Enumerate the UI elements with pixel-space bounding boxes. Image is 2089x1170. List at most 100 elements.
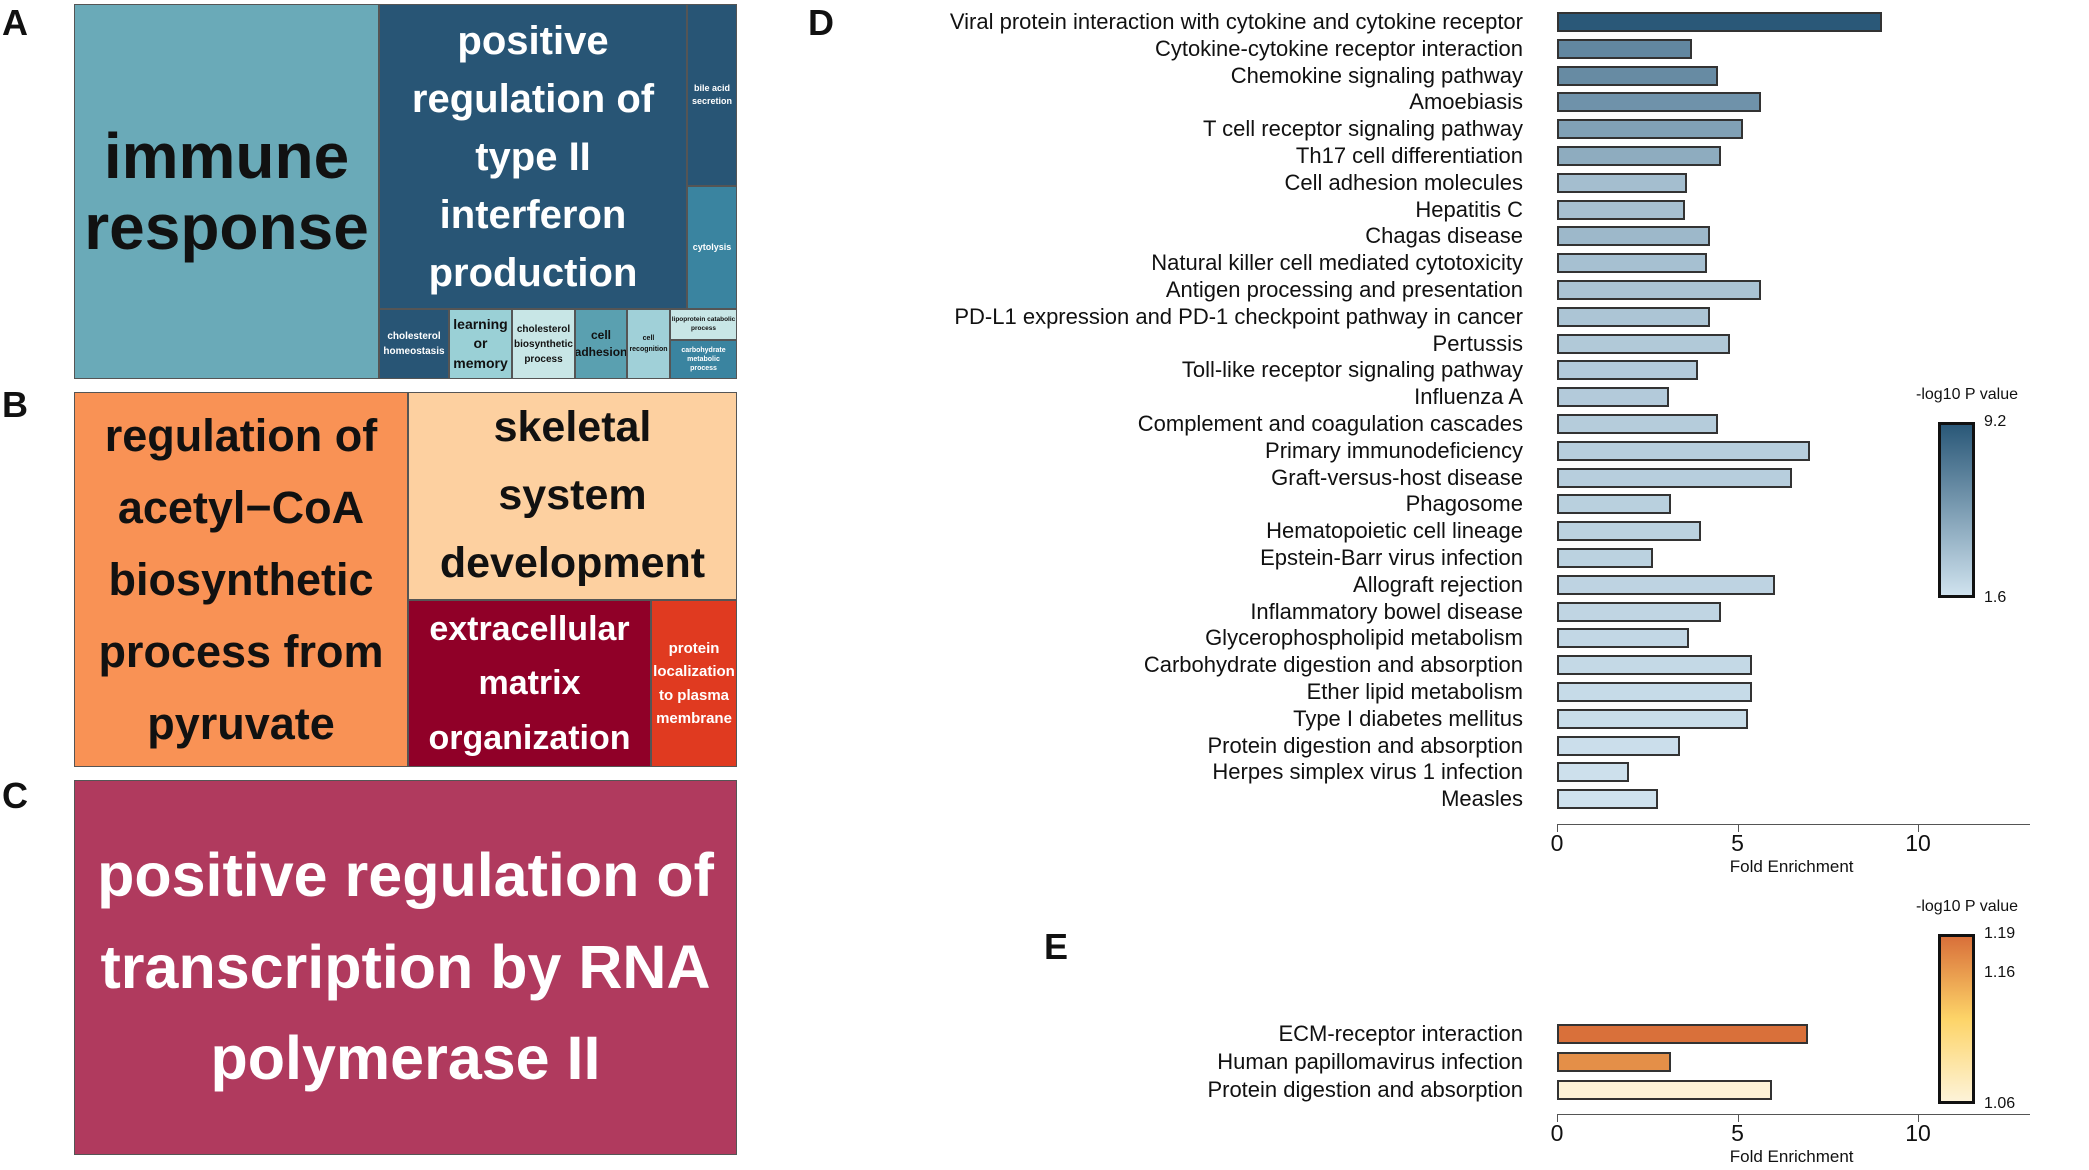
bar: [1557, 226, 1711, 247]
bar: [1557, 280, 1761, 300]
category-label: Th17 cell differentiation: [1295, 143, 1523, 168]
category-label: T cell receptor signaling pathway: [1203, 116, 1523, 142]
color-legend-bar: [1938, 934, 1975, 1104]
bar: [1557, 360, 1698, 381]
category-label: Amoebiasis: [1409, 89, 1523, 115]
category-label: Antigen processing and presentation: [1165, 277, 1523, 302]
tile-label: cholesterol homeostasis: [383, 331, 445, 357]
category-label: Type I diabetes mellitus: [1293, 705, 1523, 731]
x-tick-label: 5: [1731, 1120, 1744, 1146]
x-axis-title: Fold Enrichment: [1729, 1147, 1854, 1166]
bar: [1557, 38, 1693, 59]
tile-label: carbohydrate metabolic process: [681, 346, 726, 373]
panel-label-d: D: [808, 2, 834, 43]
tile-label: cytolysis: [692, 241, 732, 252]
category-label: Human papillomavirus infection: [1217, 1049, 1523, 1074]
bar: [1557, 521, 1702, 542]
bar: [1557, 628, 1689, 649]
x-tick-mark: [1918, 824, 1919, 832]
tile-label: positive regulation of type II interfero…: [411, 18, 655, 295]
panel-label-b: B: [2, 384, 28, 425]
category-label: Protein digestion and absorption: [1207, 732, 1523, 758]
category-label: Hepatitis C: [1415, 196, 1523, 222]
category-label: Complement and coagulation cascades: [1137, 411, 1523, 436]
category-label: Measles: [1441, 786, 1523, 812]
bar: [1557, 574, 1776, 595]
tile-label: cholesterol biosynthetic process: [514, 323, 573, 365]
treemap-tile: skeletal system development: [408, 392, 737, 600]
bar: [1557, 306, 1711, 327]
color-legend-bar: [1938, 422, 1975, 598]
bar: [1557, 12, 1882, 32]
bar: [1557, 1080, 1772, 1100]
category-label: PD-L1 expression and PD-1 checkpoint pat…: [954, 303, 1523, 329]
x-tick-mark: [1737, 1114, 1739, 1122]
category-label: Graft-versus-host disease: [1271, 464, 1523, 490]
x-tick-mark: [1557, 824, 1558, 832]
category-label: Cell adhesion molecules: [1284, 169, 1523, 195]
bar: [1557, 682, 1752, 702]
x-tick-label: 5: [1731, 830, 1744, 856]
x-tick-label: 0: [1550, 1120, 1564, 1146]
legend-title: -log10 P value: [1916, 898, 2018, 915]
x-axis-title: Fold Enrichment: [1729, 857, 1854, 876]
legend-value: 1.6: [1984, 589, 2007, 606]
treemap-tile: immune response: [74, 4, 379, 379]
treemap-tile: protein localization to plasma membrane: [651, 600, 737, 767]
tile-label: skeletal system development: [439, 403, 706, 587]
x-tick-mark: [1737, 824, 1739, 832]
category-label: Phagosome: [1405, 491, 1523, 517]
x-tick-label: 0: [1550, 830, 1564, 856]
bar: [1557, 1024, 1808, 1044]
legend-value: 1.16: [1984, 964, 2016, 982]
tile-label: immune response: [84, 120, 369, 263]
category-label: Protein digestion and absorption: [1207, 1077, 1523, 1102]
bar: [1557, 440, 1810, 461]
bar: [1557, 789, 1659, 810]
bar: [1557, 199, 1686, 220]
bar: [1557, 467, 1792, 488]
tile-label: positive regulation of transcription by …: [97, 841, 714, 1093]
treemap-tile: cell adhesion: [575, 309, 627, 379]
category-label: Chagas disease: [1365, 223, 1523, 249]
treemap-tile: positive regulation of type II interfero…: [379, 4, 687, 309]
bar: [1557, 172, 1687, 193]
tile-label: regulation of acetyl−CoA biosynthetic pr…: [98, 409, 384, 749]
bar: [1557, 92, 1761, 113]
tile-label: cell recognition: [629, 334, 668, 353]
x-axis-line: [1557, 1114, 2031, 1115]
tile-label: learning or memory: [453, 315, 508, 371]
bar: [1557, 333, 1731, 354]
tile-label: bile acid secretion: [691, 82, 733, 107]
x-tick-label: 10: [1905, 830, 1931, 856]
tile-label: cell adhesion: [575, 328, 627, 359]
panel-label-c: C: [2, 775, 28, 816]
legend-value: 9.2: [1984, 413, 2007, 430]
category-label: Ether lipid metabolism: [1306, 679, 1523, 704]
category-label: Allograft rejection: [1353, 571, 1523, 597]
bar: [1557, 414, 1718, 434]
category-label: Carbohydrate digestion and absorption: [1143, 652, 1523, 678]
bar: [1557, 601, 1722, 622]
bar: [1557, 387, 1669, 408]
x-axis-line: [1557, 824, 2031, 825]
treemap-tile: extracellular matrix organization: [408, 600, 651, 767]
category-label: Cytokine-cytokine receptor interaction: [1154, 35, 1523, 61]
treemap-tile: cholesterol biosynthetic process: [512, 309, 575, 379]
treemap-tile: bile acid secretion: [687, 4, 737, 186]
bar: [1557, 548, 1653, 568]
category-label: ECM-receptor interaction: [1278, 1021, 1523, 1046]
category-label: Hematopoietic cell lineage: [1266, 518, 1523, 544]
treemap-tile: learning or memory: [449, 309, 512, 379]
category-label: Primary immunodeficiency: [1265, 437, 1523, 463]
treemap-tile: regulation of acetyl−CoA biosynthetic pr…: [74, 392, 408, 767]
bar: [1557, 119, 1743, 140]
bar: [1557, 762, 1630, 783]
bar: [1557, 65, 1718, 86]
treemap-tile: cell recognition: [627, 309, 670, 379]
bar: [1557, 735, 1680, 756]
bar: [1557, 708, 1749, 729]
category-label: Pertussis: [1432, 330, 1523, 356]
treemap-tile: cholesterol homeostasis: [379, 309, 449, 379]
